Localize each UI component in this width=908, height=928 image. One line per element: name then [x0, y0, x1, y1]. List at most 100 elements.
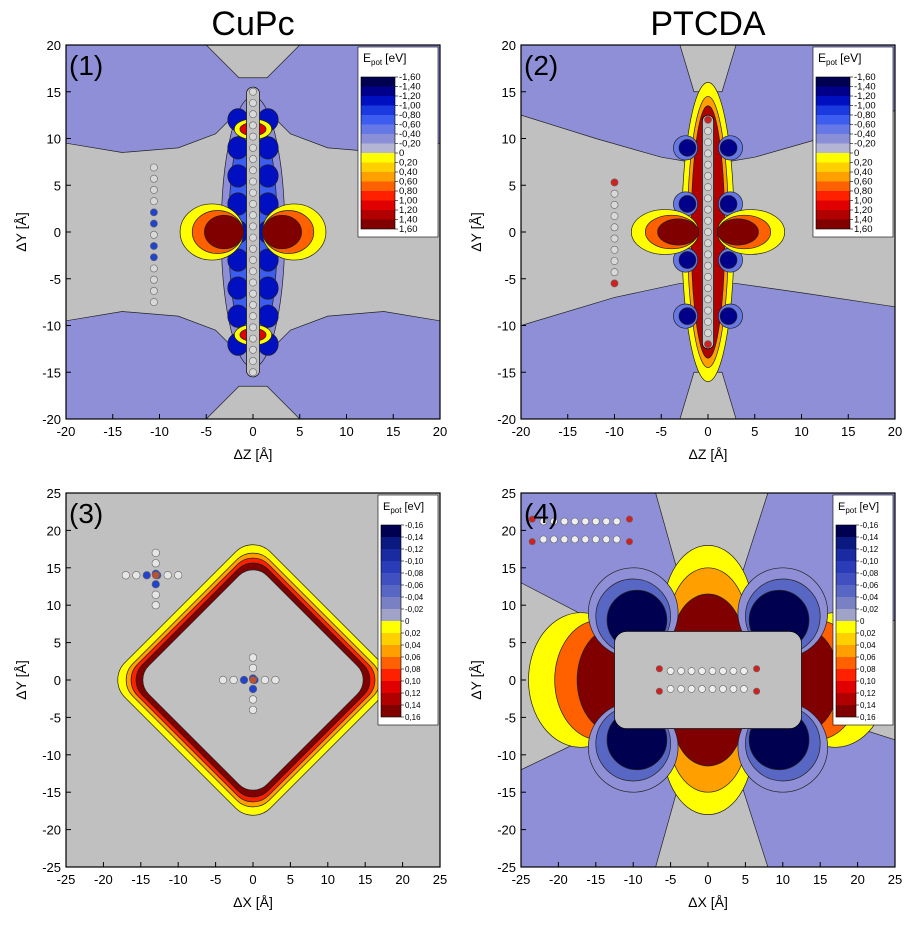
colorbar-band	[816, 200, 850, 210]
atom	[249, 357, 257, 365]
x-tick-label: -15	[586, 872, 605, 887]
y-tick-label: 0	[54, 225, 61, 240]
colorbar-band	[381, 621, 401, 633]
colorbar-title-sub: pot	[826, 58, 838, 67]
atom	[260, 675, 270, 685]
colorbar-tick-label: -0,04	[860, 593, 879, 602]
colorbar-tick-label: 0,14	[405, 701, 421, 710]
atom	[142, 571, 151, 580]
colorbar-band	[836, 621, 856, 633]
atom	[248, 663, 258, 673]
x-tick-label: -20	[512, 424, 531, 439]
atom	[249, 267, 257, 276]
x-tick-label: 10	[339, 424, 353, 439]
colorbar-tick-label: 0,12	[860, 689, 876, 698]
contour-region	[678, 251, 697, 269]
colorbar-band	[836, 645, 856, 657]
contour-region	[261, 214, 302, 250]
colorbar-title: Epot [eV]	[838, 501, 879, 515]
y-tick-label: 10	[502, 598, 516, 613]
colorbar-band	[816, 86, 850, 96]
colorbar-tick-label: -0,06	[405, 581, 424, 590]
colorbar-band	[816, 219, 850, 229]
colorbar-band	[836, 705, 856, 717]
colorbar-tick-label: -0,20	[854, 139, 876, 150]
colorbar-band	[836, 525, 856, 537]
y-tick-label: 0	[509, 225, 516, 240]
atom	[249, 222, 257, 231]
y-tick-label: 15	[47, 561, 61, 576]
colorbar-band	[836, 681, 856, 693]
y-axis-label: ΔY [Å]	[13, 212, 29, 251]
x-tick-label: 10	[776, 872, 790, 887]
colorbar-band	[361, 200, 395, 210]
atom	[249, 233, 257, 242]
y-tick-label: 10	[47, 132, 61, 147]
y-tick-label: 5	[54, 178, 61, 193]
atom	[132, 571, 141, 580]
atom	[610, 234, 619, 243]
y-axis-label: ΔY [Å]	[13, 660, 29, 699]
atom	[753, 665, 761, 673]
x-tick-label: 20	[395, 872, 409, 887]
atom	[271, 675, 280, 685]
x-tick-label: -20	[549, 872, 568, 887]
atom	[729, 667, 738, 675]
colorbar-band	[816, 96, 850, 106]
y-tick-label: -10	[497, 319, 516, 334]
colorbar-tick-label: -0,16	[405, 521, 424, 530]
atom	[602, 535, 611, 544]
x-tick-label: -20	[94, 872, 113, 887]
contour-region	[716, 218, 759, 246]
colorbar-tick-label: 0,04	[860, 641, 876, 650]
colorbar-tick-label: -0,06	[860, 581, 879, 590]
y-tick-label: 15	[47, 85, 61, 100]
colorbar-tick-label: -1,60	[854, 72, 876, 83]
atom	[708, 685, 717, 693]
colorbar-band	[381, 633, 401, 645]
x-tick-label: -5	[200, 424, 212, 439]
x-tick-label: 5	[742, 872, 749, 887]
colorbar-band	[361, 210, 395, 220]
x-tick-label: 20	[850, 872, 864, 887]
colorbar-tick-label: -1,00	[854, 101, 876, 112]
colorbar-tick-label: -0,14	[405, 533, 424, 542]
x-tick-label: -20	[57, 424, 76, 439]
contour-region	[257, 304, 279, 328]
y-tick-label: 25	[47, 486, 61, 501]
colorbar-tick-label: 1,20	[854, 205, 873, 216]
contour-region	[227, 136, 249, 160]
atom	[151, 601, 160, 610]
atom	[248, 684, 258, 694]
x-tick-label: 15	[358, 872, 372, 887]
atom	[249, 177, 257, 186]
y-tick-label: 10	[47, 598, 61, 613]
atom	[625, 515, 633, 523]
contour-region	[227, 304, 249, 328]
colorbar-band	[361, 153, 395, 163]
colorbar-band	[816, 77, 850, 87]
atom	[149, 208, 158, 217]
colorbar-title-unit: [eV]	[385, 51, 406, 65]
x-axis-label: ΔZ [Å]	[234, 446, 273, 462]
atom	[704, 340, 712, 349]
colorbar-band	[361, 134, 395, 144]
x-tick-label: -5	[665, 872, 677, 887]
x-axis-label: ΔX [Å]	[688, 894, 728, 910]
atom	[149, 275, 158, 284]
atom	[687, 685, 696, 693]
atom	[704, 306, 712, 315]
colorbar-band	[816, 210, 850, 220]
colorbar-tick-label: -0,40	[399, 129, 421, 140]
atom	[610, 245, 619, 254]
atom	[740, 685, 748, 693]
colorbar-band	[836, 693, 856, 705]
atom	[704, 239, 712, 248]
molecule-region	[246, 86, 260, 378]
panel-label: (4)	[524, 498, 558, 529]
atom	[151, 590, 160, 599]
atom	[560, 535, 569, 544]
atom	[704, 127, 712, 135]
